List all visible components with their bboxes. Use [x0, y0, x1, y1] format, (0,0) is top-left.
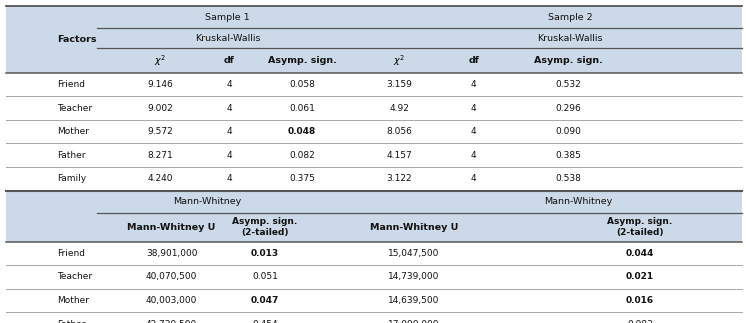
Text: $\chi^2$: $\chi^2$: [393, 53, 405, 68]
Bar: [6, 213, 742, 242]
Text: df: df: [468, 56, 479, 65]
Text: 38,901,000: 38,901,000: [145, 249, 198, 258]
Text: 0.047: 0.047: [251, 296, 279, 305]
Text: 4: 4: [226, 174, 232, 183]
Text: Sample 1: Sample 1: [205, 13, 250, 22]
Text: 9.572: 9.572: [148, 127, 173, 136]
Text: Mann-Whitney U: Mann-Whitney U: [370, 223, 458, 232]
Text: 4: 4: [226, 80, 232, 89]
Text: 40,003,000: 40,003,000: [146, 296, 197, 305]
Text: 9.002: 9.002: [148, 104, 173, 112]
Text: 0.013: 0.013: [251, 249, 279, 258]
Bar: [6, 265, 742, 289]
Text: Father: Father: [57, 320, 86, 323]
Text: Sample 2: Sample 2: [548, 13, 592, 22]
Text: 8.056: 8.056: [386, 127, 412, 136]
Text: Factors: Factors: [57, 35, 97, 44]
Bar: [6, 191, 742, 213]
Text: 0.048: 0.048: [288, 127, 316, 136]
Text: 17,090,000: 17,090,000: [388, 320, 440, 323]
Text: 0.061: 0.061: [289, 104, 315, 112]
Text: 0.532: 0.532: [556, 80, 581, 89]
Text: Family: Family: [57, 174, 87, 183]
Text: 0.296: 0.296: [556, 104, 581, 112]
Bar: [6, 6, 742, 28]
Text: Mother: Mother: [57, 296, 90, 305]
Text: Teacher: Teacher: [57, 273, 93, 281]
Text: 14,639,500: 14,639,500: [389, 296, 439, 305]
Bar: [6, 312, 742, 323]
Text: Friend: Friend: [57, 80, 86, 89]
Text: 14,739,000: 14,739,000: [389, 273, 439, 281]
Text: df: df: [224, 56, 234, 65]
Text: 0.454: 0.454: [252, 320, 278, 323]
Bar: [6, 143, 742, 167]
Text: 3.122: 3.122: [386, 174, 412, 183]
Text: 4: 4: [226, 151, 232, 160]
Text: 3.159: 3.159: [386, 80, 412, 89]
Text: 0.051: 0.051: [252, 273, 278, 281]
Text: 0.082: 0.082: [289, 151, 315, 160]
Text: 42,739,500: 42,739,500: [146, 320, 197, 323]
Text: 4: 4: [471, 174, 477, 183]
Bar: [6, 73, 742, 96]
Text: 0.538: 0.538: [556, 174, 581, 183]
Text: Mann-Whitney: Mann-Whitney: [544, 197, 612, 206]
Text: 4: 4: [471, 80, 477, 89]
Text: 0.016: 0.016: [626, 296, 654, 305]
Bar: [6, 28, 742, 48]
Text: Mother: Mother: [57, 127, 90, 136]
Text: 0.375: 0.375: [289, 174, 315, 183]
Bar: [6, 167, 742, 191]
Text: 0.044: 0.044: [626, 249, 654, 258]
Text: Teacher: Teacher: [57, 104, 93, 112]
Text: Asymp. sign.
(2-tailed): Asymp. sign. (2-tailed): [232, 217, 298, 237]
Text: Asymp. sign.: Asymp. sign.: [268, 56, 336, 65]
Text: 4: 4: [226, 104, 232, 112]
Text: 0.385: 0.385: [556, 151, 581, 160]
Text: Asymp. sign.: Asymp. sign.: [534, 56, 603, 65]
Text: Friend: Friend: [57, 249, 86, 258]
Bar: [6, 242, 742, 265]
Text: 15,047,500: 15,047,500: [389, 249, 439, 258]
Text: 4: 4: [471, 104, 477, 112]
Text: 4.92: 4.92: [389, 104, 409, 112]
Text: 4: 4: [471, 127, 477, 136]
Text: 4: 4: [226, 127, 232, 136]
Text: 0.058: 0.058: [289, 80, 315, 89]
Text: 4.157: 4.157: [386, 151, 412, 160]
Bar: [6, 48, 742, 73]
Bar: [6, 120, 742, 143]
Text: 4: 4: [471, 151, 477, 160]
Text: Mann-Whitney U: Mann-Whitney U: [128, 223, 216, 232]
Bar: [6, 96, 742, 120]
Text: 0.090: 0.090: [556, 127, 581, 136]
Text: 0.983: 0.983: [627, 320, 653, 323]
Text: 0.021: 0.021: [626, 273, 654, 281]
Text: Kruskal-Wallis: Kruskal-Wallis: [538, 34, 603, 43]
Text: Father: Father: [57, 151, 86, 160]
Text: 8.271: 8.271: [148, 151, 173, 160]
Text: $\chi^2$: $\chi^2$: [154, 53, 166, 68]
Text: Kruskal-Wallis: Kruskal-Wallis: [195, 34, 260, 43]
Text: Asymp. sign.
(2-tailed): Asymp. sign. (2-tailed): [607, 217, 673, 237]
Text: 9.146: 9.146: [148, 80, 173, 89]
Text: Mann-Whitney: Mann-Whitney: [173, 197, 241, 206]
Text: 4.240: 4.240: [148, 174, 173, 183]
Bar: [6, 289, 742, 312]
Text: 40,070,500: 40,070,500: [146, 273, 197, 281]
